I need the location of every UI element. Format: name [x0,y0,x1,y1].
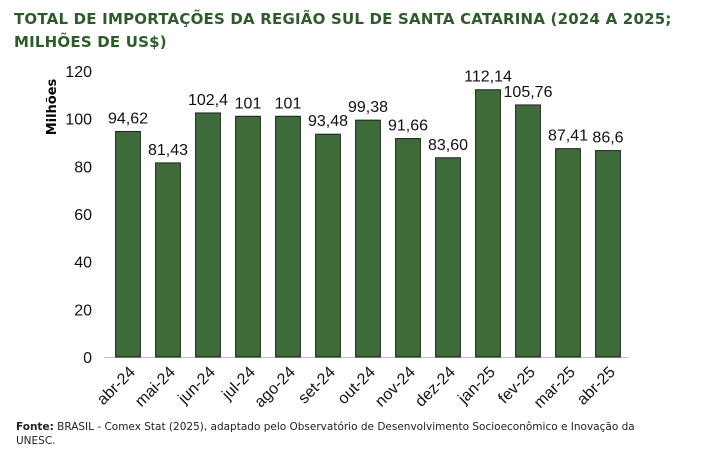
bar [515,104,541,358]
data-label: 91,66 [388,118,428,135]
y-tick-label: 0 [83,350,92,367]
data-label: 101 [235,95,262,112]
y-tick-label: 80 [74,159,92,176]
y-tick-label: 100 [65,112,92,129]
data-label: 81,43 [148,142,188,159]
bar [555,148,581,358]
data-label: 94,62 [108,110,148,127]
bar [395,138,421,358]
x-tick-label: jan-25 [455,364,499,408]
y-tick-label: 120 [65,64,92,81]
data-label: 102,4 [188,92,228,109]
bar [195,112,221,358]
data-label: 87,41 [548,128,588,145]
data-label: 101 [275,95,302,112]
source-note: Fonte: BRASIL - Comex Stat (2025), adapt… [16,420,676,448]
x-tick-label: mai-24 [132,364,179,411]
bar [115,130,141,358]
x-tick-label: dez-24 [412,364,459,411]
y-tick-label: 40 [74,255,92,272]
data-label: 105,76 [504,84,553,101]
y-tick-label: 20 [74,302,92,319]
y-axis-label-group: Milhões [45,78,60,135]
bar [595,150,621,358]
data-label: 93,48 [308,113,348,130]
bar [315,133,341,358]
bar [155,162,181,358]
x-tick-label: abr-25 [574,364,619,409]
x-tick-label: nov-24 [372,364,419,411]
bars [115,89,621,358]
data-label: 86,6 [592,130,623,147]
y-axis-ticks: 0 20 40 60 80 100 120 [65,64,92,367]
y-axis-label: Milhões [45,78,60,135]
data-label: 112,14 [464,69,512,86]
bar [235,115,261,358]
bar [355,119,381,358]
source-text: BRASIL - Comex Stat (2025), adaptado pel… [16,421,635,447]
x-tick-label: jun-24 [175,364,219,408]
bar [475,89,501,358]
x-tick-label: abr-24 [94,364,139,409]
data-label: 83,60 [428,137,468,154]
data-label: 99,38 [348,99,388,116]
x-tick-label: mar-25 [531,364,579,412]
bar [275,115,301,358]
bar [435,157,461,358]
x-tick-label: set-24 [295,364,339,408]
chart-title: TOTAL DE IMPORTAÇÕES DA REGIÃO SUL DE SA… [14,10,672,51]
x-tick-label: ago-24 [252,364,299,411]
y-tick-label: 60 [74,207,92,224]
x-tick-label: out-24 [335,364,379,408]
source-label: Fonte: [16,421,54,433]
